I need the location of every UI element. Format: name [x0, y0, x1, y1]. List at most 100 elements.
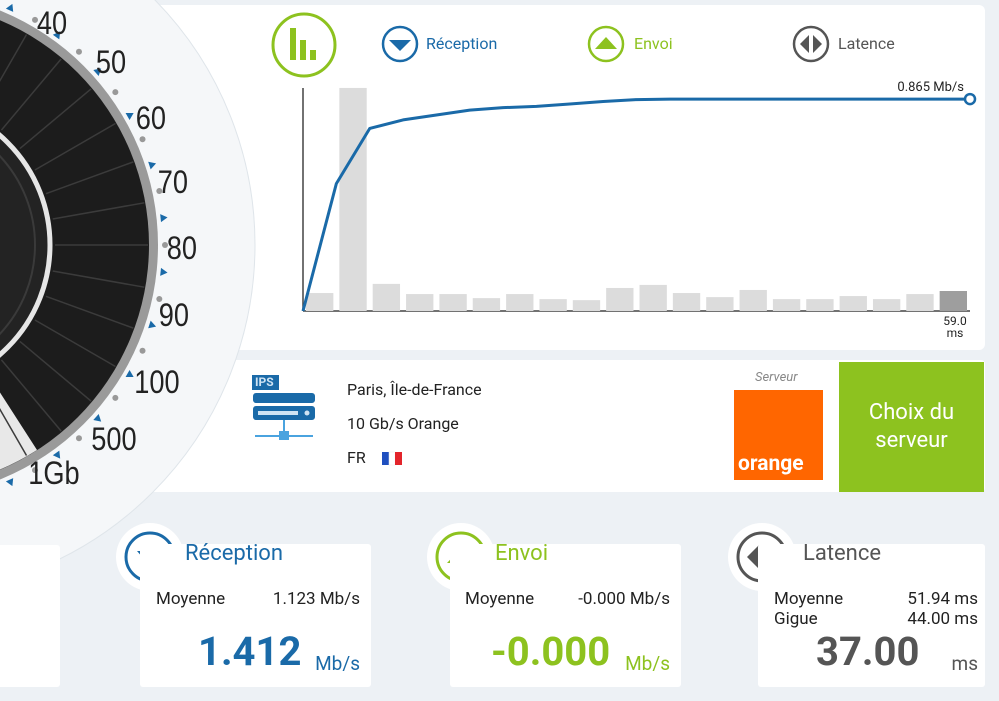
gauge-segment-line	[0, 34, 28, 82]
latency-bar	[639, 284, 667, 311]
big-value: 1.412	[198, 628, 302, 675]
gauge-pointer	[93, 68, 102, 77]
latency-bar	[439, 294, 467, 311]
gauge-dot	[156, 296, 163, 303]
latency-bar	[406, 294, 434, 311]
gauge-segment-line	[45, 295, 134, 329]
latency-icon	[792, 25, 830, 63]
server-led	[304, 410, 310, 416]
chart-icon-bar	[310, 50, 316, 60]
latency-bar	[572, 300, 601, 311]
card-title: Réception	[185, 541, 284, 566]
gauge-dot	[139, 347, 146, 354]
average-label: Moyenne	[465, 589, 535, 609]
latency-bar	[372, 283, 401, 311]
logo-text: orange	[738, 452, 804, 476]
average-value: 51.94 ms	[907, 589, 978, 609]
average-value: 1.123 Mb/s	[272, 589, 360, 609]
chart: 0.865 Mb/s 59.0ms	[301, 80, 977, 340]
latency-bar	[739, 289, 767, 311]
server-country: FR	[347, 448, 366, 467]
flag-white	[388, 451, 396, 466]
choose-server-button[interactable]: Choix du serveur	[839, 362, 984, 492]
gauge-pointer	[148, 161, 157, 170]
chart-icon-bar	[300, 40, 306, 60]
unit: Mb/s	[625, 652, 670, 675]
gauge-label: 100	[134, 365, 179, 401]
gauge-dot	[75, 48, 82, 55]
gauge-segment-line	[0, 359, 62, 432]
gauge-segment-line	[34, 319, 116, 368]
average-label: Moyenne	[156, 589, 226, 609]
server-slot	[258, 411, 298, 415]
gauge-inner-ring	[0, 154, 36, 336]
gauge-pointer	[93, 413, 102, 422]
gauge-segment-line	[52, 270, 145, 288]
gauge-segment-line	[0, 408, 28, 456]
gauge-label: 1Gb	[28, 456, 79, 492]
speed-end-label: 0.865 Mb/s	[897, 80, 964, 95]
latency-bar	[806, 299, 834, 311]
latency-arrows	[800, 35, 822, 53]
gauge-pointer	[125, 112, 134, 120]
gauge-label: 40	[37, 6, 67, 42]
latency-bar	[906, 294, 934, 311]
gauge-pointer	[125, 370, 134, 378]
ips-badge	[252, 375, 279, 390]
gauge-pointer	[5, 3, 14, 12]
legend-download[interactable]: Réception	[426, 34, 498, 53]
upload-arrow	[595, 37, 617, 49]
gauge-segment-line	[0, 58, 62, 131]
gauge-dot	[75, 435, 82, 442]
gauge-label: 70	[158, 165, 188, 201]
upload-card: Moyenne -0.000 Mb/s -0.000 Mb/s	[450, 544, 681, 687]
jitter-value: 44.00 ms	[907, 609, 978, 629]
big-value: 37.00	[816, 628, 920, 675]
card-partial	[0, 545, 60, 687]
gauge-pointer	[52, 450, 61, 459]
ips-label: IPS	[255, 375, 274, 389]
latency-bar	[772, 299, 801, 311]
gauge-inner	[0, 132, 53, 358]
gauge-pointer	[5, 478, 14, 487]
speed-end-marker	[963, 92, 977, 106]
server-caption: Serveur	[755, 370, 798, 385]
orange-logo	[734, 390, 823, 480]
gauge-pointer	[160, 267, 168, 276]
latency-bar	[506, 294, 534, 311]
chart-icon-bar	[290, 28, 296, 60]
latency-bar	[706, 297, 734, 311]
gauge-label: 90	[159, 298, 189, 334]
latency-bar	[939, 290, 967, 311]
flag-red	[395, 452, 402, 465]
latency-bar	[872, 299, 901, 311]
gauge-label: 50	[96, 45, 126, 81]
gauge-segment-line	[19, 88, 92, 150]
legend-upload[interactable]: Envoi	[634, 34, 673, 53]
gauge-ticks	[5, 3, 168, 487]
gauge-segment-line	[19, 340, 92, 402]
card-title: Latence	[803, 541, 882, 566]
latency-end-value: 59.0	[943, 314, 967, 328]
big-value: -0.000	[491, 628, 611, 675]
gauge-segment-line	[34, 122, 116, 171]
gauge-pointer	[160, 214, 168, 223]
latency-bar	[839, 296, 867, 311]
gauge-dot	[156, 187, 163, 194]
network-node	[279, 431, 289, 440]
gauge-dot	[162, 242, 168, 248]
download-card: Moyenne 1.123 Mb/s 1.412 Mb/s	[140, 544, 371, 687]
gauge-pointer	[148, 320, 157, 329]
unit: Mb/s	[315, 652, 360, 675]
latency-bar	[672, 293, 701, 311]
gauge-lines	[0, 34, 148, 456]
gauge-dot	[32, 467, 38, 474]
server-icon	[252, 375, 315, 440]
legend-latency[interactable]: Latence	[838, 34, 895, 53]
latency-bar	[606, 287, 634, 311]
server-provider: 10 Gb/s Orange	[347, 414, 459, 433]
gauge-segment-line	[52, 202, 145, 220]
jitter-label: Gigue	[774, 609, 818, 629]
latency-bar	[539, 299, 567, 311]
